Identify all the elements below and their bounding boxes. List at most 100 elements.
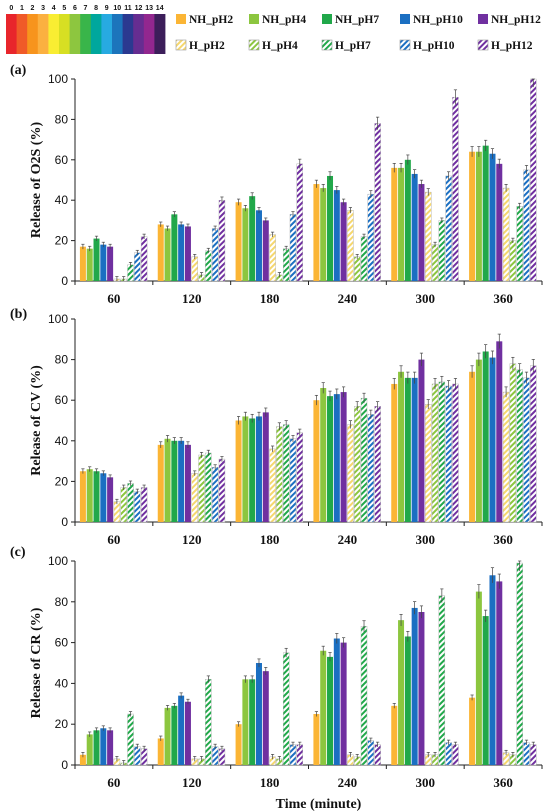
- ph-scale-swatch: [59, 14, 70, 54]
- bar: [134, 746, 141, 766]
- bar: [262, 220, 269, 281]
- ph-scale-swatch: [27, 14, 39, 54]
- bar: [333, 394, 340, 522]
- bar: [333, 190, 340, 281]
- bar: [313, 400, 320, 522]
- bar: [502, 391, 510, 523]
- bar: [134, 491, 141, 523]
- bar: [516, 369, 523, 523]
- bar: [431, 244, 439, 282]
- x-tick-label: 180: [260, 532, 280, 547]
- bar: [211, 466, 219, 523]
- bar: [354, 256, 361, 282]
- bar: [107, 246, 114, 281]
- ph-scale-label: 7: [84, 5, 88, 12]
- bar: [282, 424, 290, 523]
- bar: [255, 416, 262, 522]
- bar: [313, 714, 320, 765]
- bar: [482, 145, 489, 281]
- x-tick-label: 360: [493, 291, 513, 306]
- bar: [164, 707, 171, 765]
- bar: [276, 426, 283, 523]
- x-tick-label: 240: [338, 291, 358, 306]
- bar: [496, 163, 503, 281]
- bar: [391, 705, 398, 765]
- bar: [489, 153, 496, 281]
- bar: [178, 224, 185, 281]
- bar: [523, 169, 530, 282]
- bar: [398, 371, 405, 522]
- bar: [100, 728, 107, 765]
- ph-scale-label: 3: [41, 5, 45, 12]
- panel-label: (b): [10, 307, 27, 322]
- bar: [516, 206, 523, 282]
- bar: [113, 501, 121, 523]
- x-tick-label: 240: [338, 532, 358, 547]
- bar: [327, 175, 334, 281]
- bar: [296, 163, 303, 282]
- bar: [482, 616, 489, 765]
- bar: [509, 363, 517, 523]
- bar: [438, 381, 446, 523]
- bar: [452, 383, 459, 523]
- y-tick-label: 40: [55, 193, 69, 207]
- legend-swatch: [399, 39, 411, 51]
- ph-scale-swatch: [101, 14, 113, 54]
- y-tick-label: 40: [55, 676, 69, 690]
- bar: [509, 240, 517, 282]
- bar: [235, 724, 242, 765]
- bar: [438, 220, 446, 282]
- bar: [218, 458, 226, 523]
- bar: [411, 173, 418, 281]
- bar: [127, 713, 134, 766]
- ph-scale-label: 5: [62, 5, 66, 12]
- x-tick-label: 120: [182, 532, 202, 547]
- bar: [211, 228, 219, 282]
- ph-scale-swatch: [122, 14, 134, 54]
- x-tick-label: 240: [338, 775, 358, 790]
- y-tick-label: 80: [55, 112, 69, 126]
- x-tick-label: 300: [416, 775, 436, 790]
- bar: [327, 656, 334, 765]
- legend-label: H_pH7: [335, 40, 371, 52]
- bar: [418, 184, 425, 281]
- bar: [333, 638, 340, 765]
- bar: [235, 420, 242, 522]
- legend-label: NH_pH10: [413, 14, 463, 26]
- bar: [530, 744, 537, 766]
- bar: [93, 238, 100, 281]
- ph-scale-swatch: [6, 14, 17, 54]
- legend-swatch: [248, 39, 260, 51]
- ph-scale-label: 14: [156, 5, 164, 12]
- bar: [404, 159, 411, 281]
- ph-scale-label: 11: [124, 5, 132, 12]
- bar: [411, 607, 418, 765]
- bar: [249, 679, 256, 765]
- bar: [235, 202, 242, 281]
- bar: [530, 78, 537, 282]
- x-tick-label: 120: [182, 775, 202, 790]
- bar: [218, 199, 226, 282]
- bar: [79, 246, 86, 281]
- x-tick-label: 60: [107, 775, 120, 790]
- ph-scale-label: 12: [135, 5, 143, 12]
- bar: [489, 357, 496, 522]
- panel-label: (c): [10, 545, 26, 560]
- bar: [496, 341, 503, 522]
- y-tick-label: 100: [48, 554, 68, 568]
- bar: [496, 581, 503, 765]
- bar: [391, 167, 398, 281]
- bar: [320, 388, 327, 522]
- bar: [134, 252, 141, 282]
- bar: [86, 469, 93, 522]
- bar: [171, 705, 178, 765]
- bar: [530, 365, 537, 523]
- ph-scale-label: 6: [73, 5, 77, 12]
- bar: [262, 671, 269, 765]
- bar: [502, 187, 510, 282]
- y-tick-label: 60: [55, 393, 69, 407]
- bar: [107, 477, 114, 522]
- bar: [269, 448, 276, 523]
- bar: [360, 236, 368, 282]
